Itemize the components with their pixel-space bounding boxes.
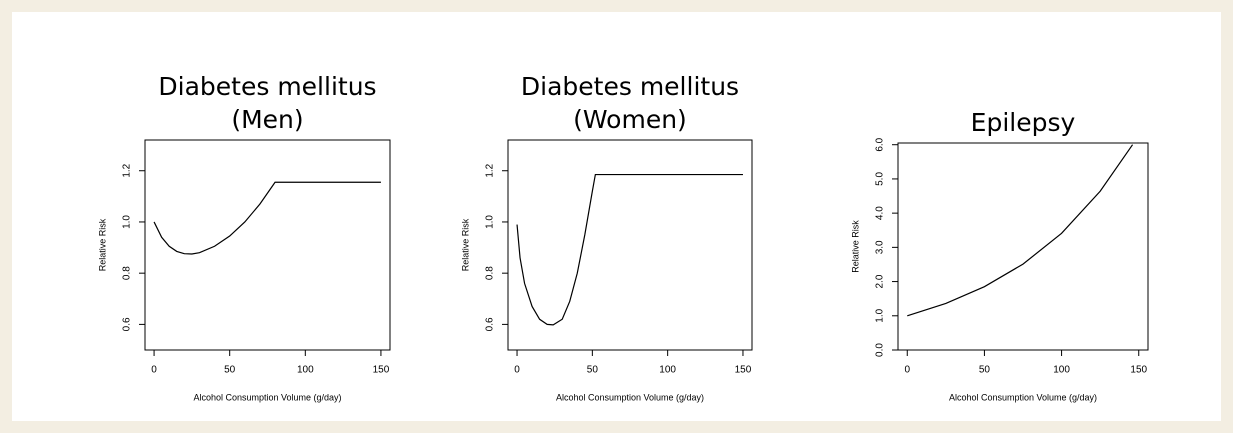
x-tick-label: 0 [151, 365, 157, 376]
y-tick-label: 1.2 [485, 163, 496, 177]
x-tick-label: 0 [904, 365, 910, 376]
x-tick-label: 150 [373, 365, 390, 376]
x-tick-label: 100 [1053, 365, 1070, 376]
x-tick-label: 100 [297, 365, 314, 376]
y-tick-label: 1.0 [122, 215, 133, 229]
x-axis-label: Alcohol Consumption Volume (g/day) [193, 392, 341, 402]
y-axis-label: Relative Risk [460, 218, 470, 271]
chart-title: Epilepsy [971, 108, 1076, 137]
x-tick-label: 0 [514, 365, 520, 376]
y-tick-label: 1.0 [875, 308, 886, 322]
x-tick-label: 100 [659, 365, 676, 376]
chart-title: (Men) [231, 105, 303, 134]
y-tick-label: 5.0 [875, 172, 886, 186]
curve [153, 181, 381, 255]
y-tick-label: 4.0 [875, 206, 886, 220]
y-tick-label: 0.6 [485, 317, 496, 331]
plot-box [897, 142, 1149, 351]
y-tick-label: 0.6 [122, 317, 133, 331]
x-axis-label: Alcohol Consumption Volume (g/day) [556, 392, 704, 402]
chart-title: Diabetes mellitus [158, 72, 376, 101]
x-tick-label: 150 [1130, 365, 1147, 376]
plot-box [144, 139, 391, 351]
plot-box [507, 139, 753, 351]
y-axis-label: Relative Risk [850, 220, 860, 273]
x-tick-label: 50 [979, 365, 991, 376]
chart-title: (Women) [573, 105, 687, 134]
y-tick-label: 0.0 [875, 343, 886, 357]
y-tick-label: 0.8 [122, 266, 133, 280]
x-axis-label: Alcohol Consumption Volume (g/day) [949, 392, 1097, 402]
curve [516, 173, 743, 326]
chart-title: Diabetes mellitus [521, 72, 739, 101]
y-tick-label: 1.0 [485, 215, 496, 229]
y-axis-label: Relative Risk [97, 218, 107, 271]
panel [12, 12, 1221, 421]
curve [907, 144, 1134, 317]
y-tick-label: 0.8 [485, 266, 496, 280]
x-tick-label: 50 [587, 365, 599, 376]
x-tick-label: 50 [224, 365, 236, 376]
y-tick-label: 2.0 [875, 274, 886, 288]
y-tick-label: 1.2 [122, 163, 133, 177]
y-tick-label: 6.0 [875, 137, 886, 151]
x-tick-label: 150 [735, 365, 752, 376]
y-tick-label: 3.0 [875, 240, 886, 254]
